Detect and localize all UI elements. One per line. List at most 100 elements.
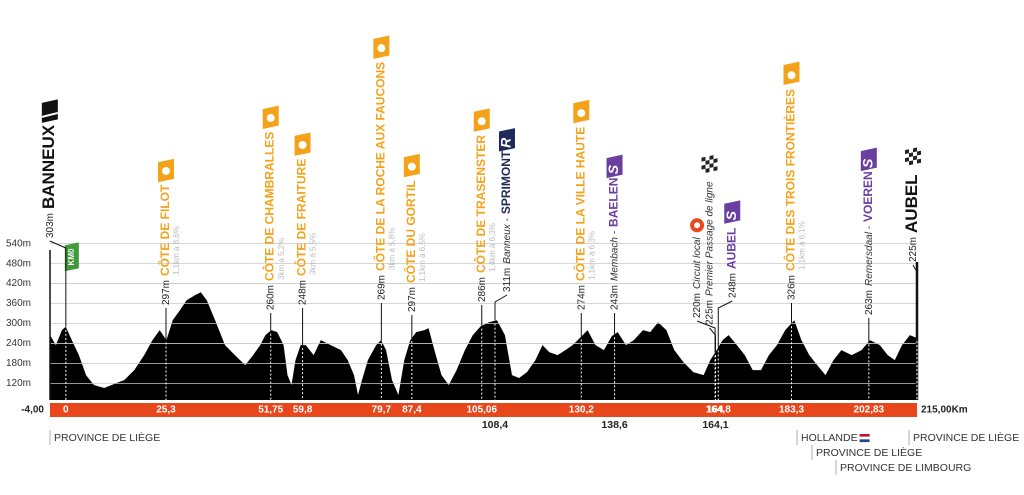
climb-detail: 1,1km à 8,6% (172, 226, 181, 275)
annotation-label: 303m BANNEUX (39, 124, 58, 238)
annotation-label: 311m Banneux - SPRIMONT (499, 150, 513, 292)
leader-line (49, 240, 67, 327)
km0-label: KM0 (67, 248, 76, 265)
climb-detail: 3km à 5,8% (387, 228, 396, 270)
badge-flag (498, 128, 515, 152)
checkered-flag (713, 166, 718, 172)
checkered-flag (705, 163, 710, 169)
annotation-label: 269m CÔTE DE LA ROCHE AUX FAUCONS (373, 62, 388, 300)
climb-detail: 1,4km à 6,3% (488, 223, 497, 272)
km-bar (50, 403, 917, 417)
altitude: 225m (908, 237, 919, 262)
region-label: PROVINCE DE LIÈGE (54, 431, 160, 444)
badge-flag (724, 200, 741, 224)
x-tick-label-below: 138,6 (601, 419, 627, 431)
badge-letter: S (723, 210, 739, 220)
checkered-flag (913, 147, 917, 153)
checkered-flag (709, 167, 714, 172)
annotation-label: 263m Remersdaal - VOEREN (861, 171, 875, 315)
elevation-profile (50, 292, 917, 400)
leader-line (709, 327, 716, 352)
annotation-label: 286m CÔTE DE TRASENSTER (473, 135, 488, 302)
checkered-flag (709, 155, 714, 160)
x-tick-label: 87,4 (402, 405, 422, 416)
checkered-flag (713, 162, 718, 168)
checkered-flag (913, 159, 917, 165)
checkered-flag (705, 159, 710, 165)
x-tick-label: 79,7 (372, 405, 392, 416)
checkered-flag (713, 158, 718, 164)
badge-flag (860, 147, 877, 172)
x-tick-label: 51,75 (258, 405, 283, 416)
x-tick-label: 202,83 (854, 405, 885, 416)
leader-line (912, 264, 918, 339)
badge-letter: S (605, 164, 621, 174)
altitude: 225m (704, 300, 715, 325)
checkered-flag (909, 148, 913, 154)
x-tick-label: -4,00 (21, 405, 44, 416)
altitude: 297m (161, 280, 172, 305)
altitude: 248m (297, 280, 308, 305)
region-label: HOLLANDE (801, 432, 858, 444)
x-tick-label: 164,8 (706, 405, 731, 416)
altitude: 303m (44, 213, 55, 238)
checkered-flag (701, 160, 706, 166)
climb-flag-dot (298, 140, 307, 149)
checkered-flag (917, 158, 921, 164)
climb-flag-dot (577, 109, 586, 118)
y-tick-label: 480m (6, 258, 31, 269)
badge-letter: S (860, 158, 876, 168)
circuit-icon (694, 222, 701, 229)
name: SPRIMONT (499, 150, 513, 214)
checkered-flag (701, 168, 706, 174)
start-flag-stripe (41, 111, 59, 118)
place: Premier Passage de ligne (704, 181, 715, 296)
y-tick-label: 540m (6, 238, 31, 249)
start-flag (41, 99, 58, 123)
name: CÔTE DE LA ROCHE AUX FAUCONS (373, 62, 388, 271)
checkered-flag (713, 154, 718, 160)
x-tick-label: 105,06 (466, 405, 497, 416)
checkered-flag (913, 151, 917, 157)
name: CÔTE DE FRAITURE (294, 159, 309, 276)
climb-detail: 3km à 5,2% (277, 238, 286, 280)
altitude: 297m (406, 287, 417, 312)
annotation-label: 260m CÔTE DE CHAMBRALLES (262, 132, 277, 310)
y-tick-label: 360m (6, 298, 31, 309)
climb-flag-dot (161, 166, 170, 175)
y-tick-label: 240m (6, 338, 31, 349)
x-tick-label: 0 (63, 405, 69, 416)
checkered-flag (701, 156, 706, 162)
badge-flag (606, 154, 623, 179)
climb-flag-dot (477, 117, 486, 126)
checkered-flag (709, 163, 714, 168)
checkered-flag (913, 155, 917, 161)
annotation-label: 274m CÔTE DE LA VILLE HAUTE (572, 127, 587, 310)
annotation-label: 243m Membach - BAELEN (607, 178, 621, 310)
checkered-flag (905, 149, 909, 155)
checkered-flag (909, 160, 913, 166)
name: AUBEL (724, 228, 738, 269)
climb-flag-dot (377, 44, 386, 53)
x-tick-label: 183,3 (779, 405, 804, 416)
checkered-flag (705, 167, 710, 173)
checkered-flag (905, 161, 909, 167)
checkered-flag (905, 153, 909, 159)
checkered-flag (917, 150, 921, 156)
altitude: 260m (265, 285, 276, 310)
dutch-flag (859, 439, 870, 443)
climb-detail: 1,1km à 6,3% (587, 231, 596, 280)
altitude: 326m (786, 275, 797, 300)
altitude: 248m (727, 273, 738, 298)
region-label: PROVINCE DE LIÈGE (913, 431, 1019, 444)
place: Banneux - (502, 217, 513, 263)
altitude: 269m (376, 275, 387, 300)
annotation-label: 248m AUBEL (724, 228, 738, 298)
checkered-flag (709, 159, 714, 164)
annotation-label: 225m Premier Passage de ligne (704, 181, 715, 325)
region-label: PROVINCE DE LIMBOURG (840, 462, 971, 474)
checkered-flag (917, 154, 921, 160)
name: CÔTE DE LA VILLE HAUTE (572, 127, 587, 281)
annotation-label: 225m AUBEL (902, 174, 921, 262)
